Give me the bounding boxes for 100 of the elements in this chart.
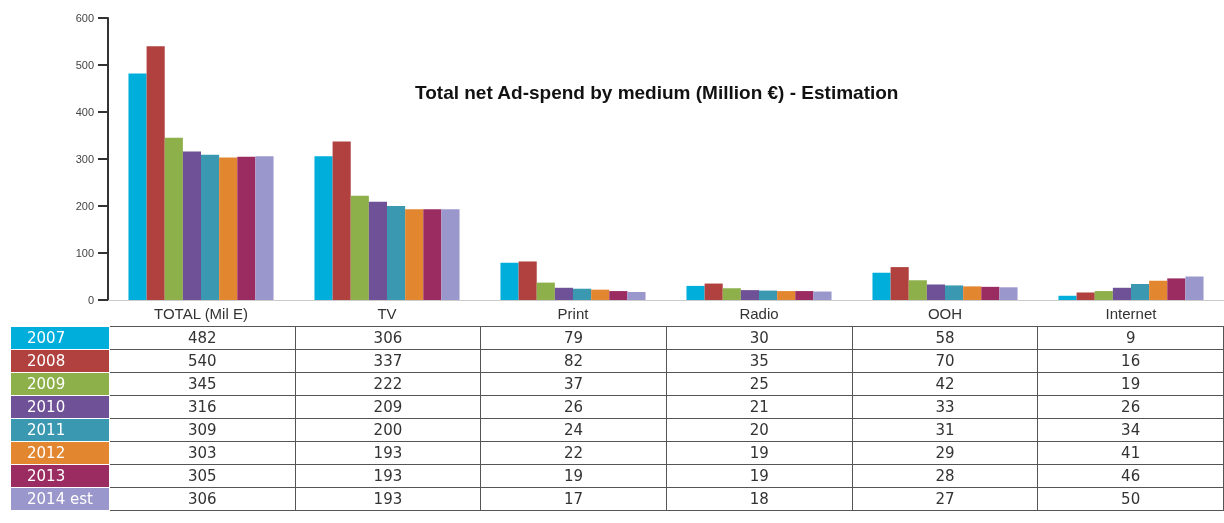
data-label: 41: [1037, 441, 1224, 465]
bar: [128, 73, 147, 300]
bar: [219, 157, 238, 300]
bar: [999, 287, 1018, 300]
bar: [314, 156, 333, 300]
data-label: 305: [109, 464, 296, 488]
data-label: 540: [109, 349, 296, 373]
bar: [945, 285, 964, 300]
data-label: 25: [666, 372, 853, 396]
bar: [1058, 295, 1077, 300]
bar: [722, 288, 741, 300]
bar: [1149, 280, 1168, 300]
data-label: 27: [852, 487, 1038, 511]
y-tick-label: 500: [75, 59, 94, 71]
data-label: 19: [480, 464, 667, 488]
x-tick-label: Internet: [1105, 305, 1158, 322]
bar: [182, 151, 201, 300]
data-label: 20: [666, 418, 853, 442]
y-tick-label: 400: [75, 106, 94, 118]
data-label: 19: [666, 464, 853, 488]
data-label: 193: [295, 441, 481, 465]
bar: [1167, 278, 1186, 300]
data-label: 21: [666, 395, 853, 419]
y-tick-label: 300: [75, 153, 94, 165]
data-label: 193: [295, 464, 481, 488]
data-label: 29: [852, 441, 1038, 465]
x-tick-label: Print: [557, 305, 590, 322]
data-label: 26: [480, 395, 667, 419]
text: 2007: [10, 326, 110, 350]
data-label: 222: [295, 372, 481, 396]
data-label: 24: [480, 418, 667, 442]
data-label: 33: [852, 395, 1038, 419]
data-label: 42: [852, 372, 1038, 396]
y-tick-label: 200: [75, 200, 94, 212]
data-label: 193: [295, 487, 481, 511]
data-label: 345: [109, 372, 296, 396]
data-label: 79: [480, 326, 667, 350]
bar: [201, 154, 220, 300]
data-label: 306: [109, 487, 296, 511]
text: 2012: [10, 441, 110, 465]
data-label: 19: [1037, 372, 1224, 396]
bar: [255, 156, 274, 300]
bar: [350, 195, 369, 300]
data-label: 337: [295, 349, 481, 373]
bar: [759, 290, 778, 300]
data-label: 200: [295, 418, 481, 442]
data-label: 50: [1037, 487, 1224, 511]
bar: [1185, 276, 1204, 300]
data-label: 316: [109, 395, 296, 419]
bar: [908, 280, 927, 300]
bar: [890, 267, 909, 300]
data-label: 30: [666, 326, 853, 350]
bar: [627, 292, 646, 300]
bar: [387, 206, 406, 300]
bar: [981, 286, 1000, 300]
bar: [332, 141, 351, 300]
bar: [609, 291, 628, 300]
data-label: 70: [852, 349, 1038, 373]
data-label: 17: [480, 487, 667, 511]
text: 2013: [10, 464, 110, 488]
data-label: 58: [852, 326, 1038, 350]
bar: [591, 289, 610, 300]
bar: [146, 46, 165, 300]
data-label: 82: [480, 349, 667, 373]
y-tick-label: 600: [75, 12, 94, 24]
bar: [1131, 284, 1150, 300]
x-tick-label: TV: [377, 305, 397, 322]
data-label: 22: [480, 441, 667, 465]
data-label: 303: [109, 441, 296, 465]
bar: [872, 272, 891, 300]
data-label: 37: [480, 372, 667, 396]
bar: [686, 285, 705, 300]
bar: [536, 282, 555, 300]
bar: [405, 209, 424, 300]
data-label: 34: [1037, 418, 1224, 442]
data-label: 35: [666, 349, 853, 373]
bar: [518, 261, 537, 300]
text: 2008: [10, 349, 110, 373]
bar: [926, 284, 945, 300]
x-tick-label: OOH: [927, 305, 963, 322]
data-label: 31: [852, 418, 1038, 442]
text: 2009: [10, 372, 110, 396]
bar: [777, 291, 796, 300]
bar: [500, 262, 519, 300]
bar: [1076, 292, 1095, 300]
bar: [237, 156, 256, 300]
bar: [813, 291, 832, 300]
text: 2011: [10, 418, 110, 442]
data-label: 46: [1037, 464, 1224, 488]
data-label: 18: [666, 487, 853, 511]
bar: [164, 137, 183, 300]
data-label: 16: [1037, 349, 1224, 373]
bar: [1094, 291, 1113, 300]
data-label: 26: [1037, 395, 1224, 419]
bar: [704, 283, 723, 300]
bar: [963, 286, 982, 300]
data-label: 306: [295, 326, 481, 350]
bar: [795, 291, 814, 300]
bar: [1112, 287, 1131, 300]
y-tick-label: 0: [87, 294, 94, 306]
